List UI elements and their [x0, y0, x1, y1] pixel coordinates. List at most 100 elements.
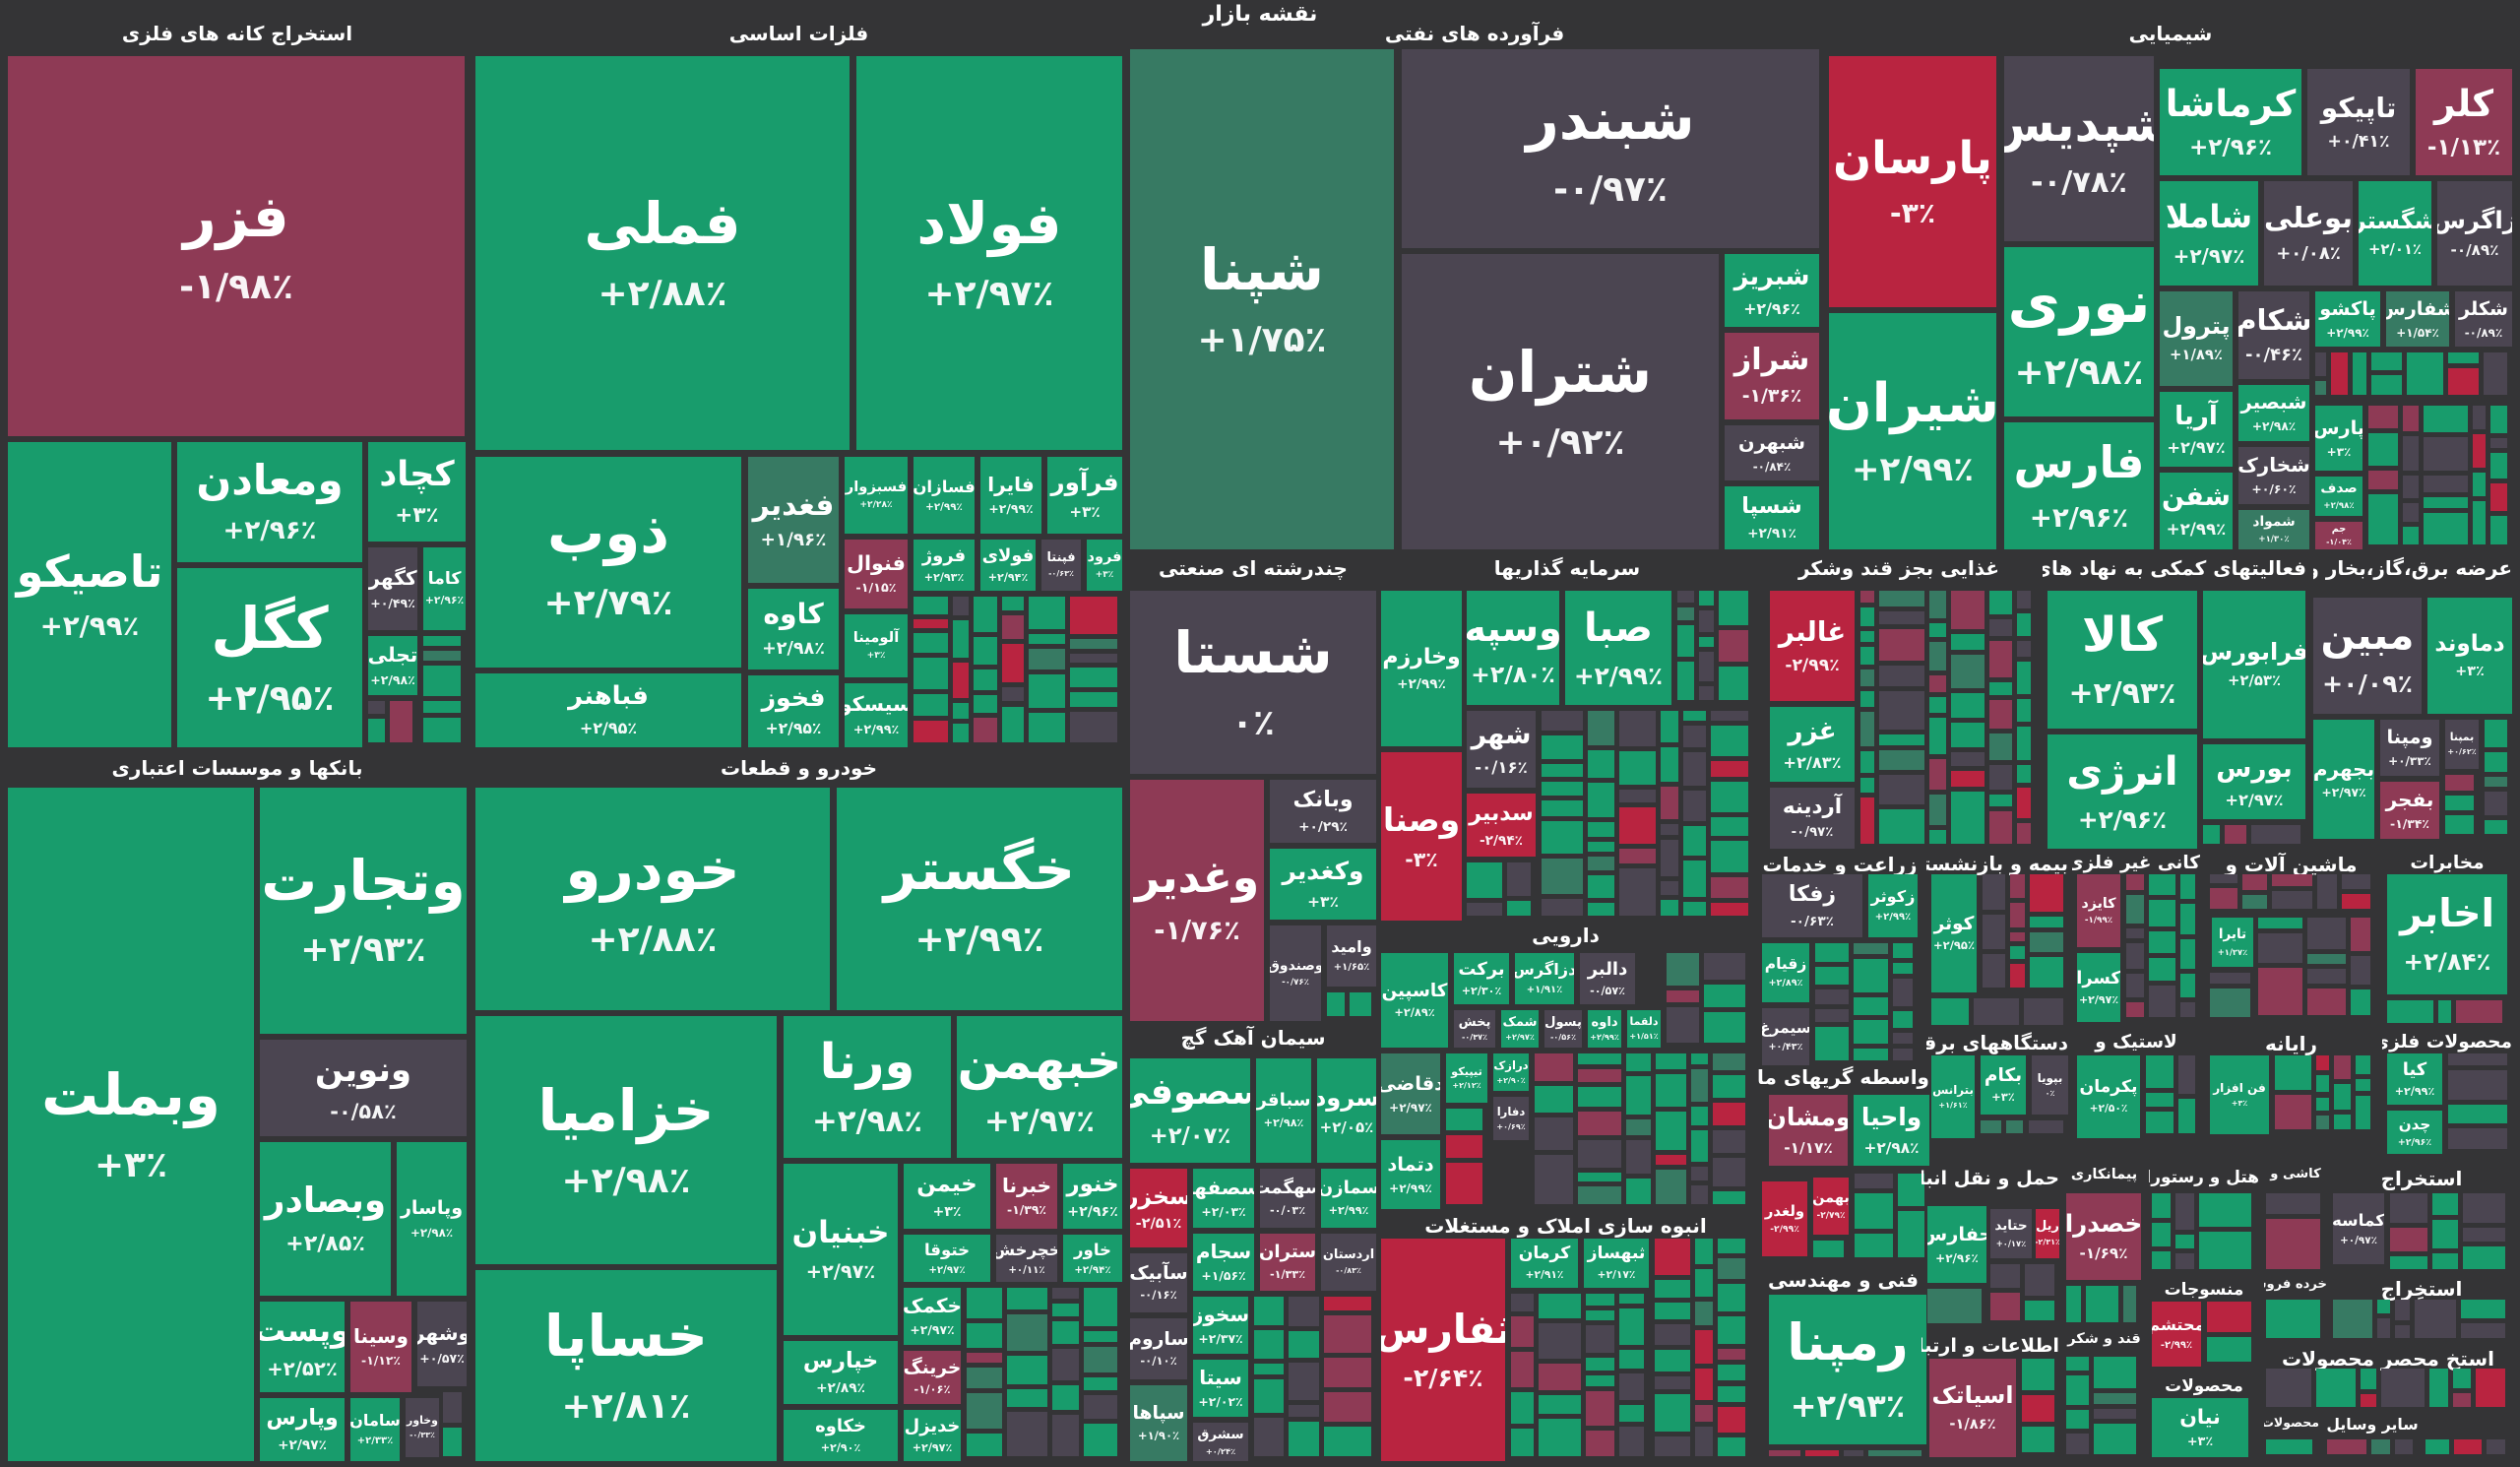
stock-tile-small[interactable] [2271, 891, 2312, 909]
stock-tile-small[interactable] [1892, 1048, 1913, 1060]
stock-tile-small[interactable] [2093, 1392, 2136, 1405]
stock-tile-small[interactable] [1878, 775, 1925, 805]
stock-tile-small[interactable] [2473, 433, 2487, 469]
stock-tile[interactable]: فسازان +۲/۹۹٪ [914, 457, 975, 534]
stock-tile-small[interactable] [1587, 857, 1615, 871]
stock-tile[interactable]: بترانس +۱/۶۱٪ [1931, 1055, 1975, 1138]
stock-tile[interactable]: فروژ +۲/۹۳٪ [914, 540, 975, 591]
stock-tile-small[interactable] [2207, 1302, 2251, 1332]
stock-tile-small[interactable] [1324, 1391, 1371, 1423]
stock-tile-small[interactable] [423, 650, 461, 661]
stock-tile-small[interactable] [1660, 746, 1678, 782]
stock-tile[interactable]: کاما +۲/۹۶٪ [423, 547, 466, 630]
stock-tile-small[interactable] [1682, 901, 1707, 916]
stock-tile-small[interactable] [1677, 607, 1694, 621]
stock-tile[interactable]: فارس +۲/۹۶٪ [2004, 422, 2154, 549]
stock-tile-small[interactable] [2403, 406, 2419, 432]
stock-tile-small[interactable] [2093, 1409, 2136, 1419]
stock-tile-small[interactable] [2024, 998, 2063, 1025]
stock-tile-small[interactable] [2126, 894, 2145, 924]
stock-tile-small[interactable] [1586, 1358, 1614, 1371]
stock-tile-small[interactable] [1868, 1450, 1922, 1456]
stock-tile-small[interactable] [2198, 1232, 2251, 1269]
stock-tile-small[interactable] [2473, 501, 2487, 544]
stock-tile-small[interactable] [1929, 758, 1947, 791]
stock-tile[interactable]: وسینا -۱/۱۲٪ [350, 1302, 411, 1392]
stock-tile-small[interactable] [2224, 825, 2246, 844]
stock-tile[interactable]: سصفها +۲/۰۳٪ [1193, 1169, 1254, 1228]
stock-tile-small[interactable] [1951, 770, 1985, 787]
stock-tile-small[interactable] [1682, 860, 1707, 897]
stock-tile[interactable]: کوثر +۲/۹۵٪ [1931, 874, 1977, 992]
stock-tile-small[interactable] [2432, 1252, 2458, 1269]
stock-tile-small[interactable] [1860, 797, 1874, 844]
stock-tile[interactable]: وبانک +۰/۲۹٪ [1270, 780, 1376, 843]
stock-tile-small[interactable] [1586, 1294, 1614, 1307]
stock-tile-small[interactable] [1538, 1323, 1582, 1359]
stock-tile-small[interactable] [1618, 1372, 1644, 1401]
stock-tile-small[interactable] [2016, 612, 2031, 637]
stock-tile-small[interactable] [2180, 1001, 2195, 1017]
stock-tile-small[interactable] [2066, 1433, 2089, 1454]
stock-tile[interactable]: شراز -۱/۳۶٪ [1725, 333, 1819, 419]
stock-tile-small[interactable] [1815, 943, 1849, 963]
stock-tile-small[interactable] [2315, 352, 2327, 376]
stock-tile-small[interactable] [2334, 1115, 2351, 1129]
stock-tile-small[interactable] [1860, 647, 1874, 666]
stock-tile-small[interactable] [2315, 380, 2327, 395]
stock-tile-small[interactable] [1983, 915, 2005, 950]
stock-tile-small[interactable] [1660, 711, 1678, 742]
stock-tile-small[interactable] [1682, 790, 1707, 822]
stock-tile-small[interactable] [2423, 512, 2469, 544]
stock-tile-small[interactable] [2473, 406, 2487, 429]
stock-tile-small[interactable] [973, 717, 998, 742]
stock-tile-small[interactable] [1951, 655, 1985, 688]
stock-tile-small[interactable] [2403, 526, 2419, 544]
stock-tile[interactable]: سدبیر -۲/۹۴٪ [1467, 794, 1536, 857]
stock-tile[interactable]: فملی +۲/۸۸٪ [475, 56, 850, 450]
stock-tile[interactable]: ومشان -۱/۱۷٪ [1769, 1095, 1848, 1166]
stock-tile-small[interactable] [2333, 1300, 2373, 1338]
stock-tile-small[interactable] [2029, 956, 2063, 988]
stock-tile-small[interactable] [2351, 918, 2370, 951]
stock-tile-small[interactable] [1324, 1297, 1371, 1310]
stock-tile-small[interactable] [1007, 1313, 1047, 1351]
stock-tile-small[interactable] [2149, 958, 2176, 981]
stock-tile-small[interactable] [1815, 1009, 1849, 1022]
stock-tile[interactable]: سمازن +۲/۹۹٪ [1321, 1169, 1376, 1228]
stock-tile[interactable]: وکغدیر +۳٪ [1270, 849, 1376, 920]
stock-tile-small[interactable] [1698, 591, 1714, 606]
stock-tile-small[interactable] [1694, 1404, 1714, 1422]
stock-tile-small[interactable] [2448, 1128, 2507, 1149]
stock-tile[interactable]: وبصادر +۲/۸۵٪ [260, 1142, 391, 1296]
stock-tile[interactable]: وتجارت +۲/۹۳٪ [260, 788, 467, 1034]
stock-tile[interactable]: شگستر +۲/۰۱٪ [2359, 181, 2431, 286]
stock-tile[interactable]: خودرو +۲/۸۸٪ [475, 788, 830, 1010]
stock-tile-small[interactable] [1897, 1174, 1924, 1207]
stock-tile-small[interactable] [2423, 406, 2469, 432]
stock-tile-small[interactable] [2387, 1000, 2433, 1023]
stock-tile-small[interactable] [2180, 903, 2195, 935]
stock-tile-small[interactable] [1860, 712, 1874, 746]
stock-tile-small[interactable] [953, 663, 969, 699]
stock-tile[interactable]: شفن +۲/۹۹٪ [2160, 473, 2233, 549]
stock-tile-small[interactable] [2005, 1120, 2024, 1133]
stock-tile-small[interactable] [423, 636, 461, 646]
stock-tile-small[interactable] [1691, 1130, 1708, 1162]
stock-tile[interactable]: خدیزل +۲/۹۷٪ [904, 1410, 961, 1461]
stock-tile-small[interactable] [1587, 903, 1615, 916]
stock-tile-small[interactable] [2445, 796, 2474, 810]
stock-tile[interactable]: سپاها +۱/۹۰٪ [1130, 1385, 1187, 1461]
stock-tile-small[interactable] [1324, 1314, 1371, 1354]
stock-tile-small[interactable] [1542, 735, 1583, 759]
stock-tile[interactable]: ریل -۲/۳۱٪ [2036, 1209, 2059, 1258]
stock-tile[interactable]: کیا +۲/۹۹٪ [2387, 1053, 2442, 1105]
stock-tile-small[interactable] [1655, 1324, 1690, 1346]
stock-tile-small[interactable] [2016, 787, 2031, 818]
stock-tile[interactable]: سیمرغ +۰/۴۳٪ [1762, 1008, 1809, 1065]
stock-tile-small[interactable] [1655, 1376, 1690, 1389]
stock-tile-small[interactable] [2355, 1079, 2370, 1092]
stock-tile[interactable]: وامید +۱/۶۵٪ [1327, 925, 1376, 987]
stock-tile-small[interactable] [1542, 781, 1583, 797]
stock-tile-small[interactable] [1878, 750, 1925, 771]
